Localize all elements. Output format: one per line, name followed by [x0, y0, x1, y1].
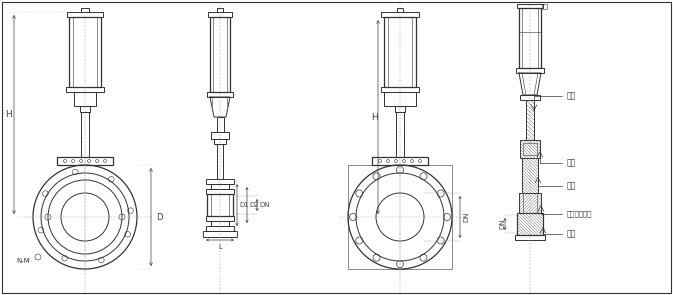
- Text: 密封圈硬密封: 密封圈硬密封: [567, 211, 592, 217]
- Bar: [207, 92, 233, 97]
- Bar: [522, 158, 538, 193]
- Bar: [520, 140, 540, 158]
- Bar: [69, 17, 101, 87]
- Bar: [206, 189, 234, 194]
- Text: N-M: N-M: [16, 258, 30, 264]
- Text: DN: DN: [499, 219, 505, 229]
- Bar: [395, 106, 405, 112]
- Text: 支架: 支架: [567, 159, 576, 168]
- Bar: [542, 4, 547, 9]
- Bar: [523, 143, 537, 155]
- Text: D2: D2: [249, 202, 258, 208]
- Bar: [517, 213, 543, 235]
- Bar: [203, 231, 237, 237]
- Text: 阀板: 阀板: [567, 181, 576, 190]
- Bar: [384, 92, 416, 106]
- Bar: [397, 8, 403, 12]
- Bar: [381, 12, 419, 17]
- Text: DN: DN: [463, 212, 469, 222]
- Text: 阀杆: 阀杆: [567, 91, 576, 101]
- Text: D: D: [156, 212, 162, 222]
- Bar: [520, 95, 540, 100]
- Text: L: L: [218, 244, 222, 250]
- Bar: [214, 139, 226, 144]
- Text: 阀体: 阀体: [567, 230, 576, 238]
- Text: H: H: [5, 110, 12, 119]
- Bar: [516, 68, 544, 73]
- Bar: [211, 221, 229, 226]
- Bar: [217, 8, 223, 12]
- Bar: [210, 17, 230, 92]
- Bar: [208, 12, 232, 17]
- Bar: [217, 144, 223, 179]
- Bar: [519, 8, 541, 68]
- Bar: [381, 87, 419, 92]
- Bar: [81, 112, 89, 157]
- Bar: [81, 8, 89, 12]
- Bar: [396, 112, 404, 157]
- Text: H: H: [371, 112, 378, 122]
- Bar: [348, 165, 452, 269]
- Bar: [206, 226, 234, 231]
- Bar: [217, 117, 223, 132]
- Bar: [66, 87, 104, 92]
- Bar: [517, 4, 543, 8]
- Bar: [206, 179, 234, 184]
- Bar: [80, 106, 90, 112]
- Bar: [372, 157, 428, 165]
- Bar: [57, 157, 113, 165]
- Bar: [384, 17, 416, 87]
- Text: D1: D1: [239, 202, 249, 208]
- Bar: [207, 194, 233, 216]
- Bar: [515, 235, 545, 240]
- Bar: [211, 132, 229, 139]
- Text: DN: DN: [259, 202, 269, 208]
- Bar: [526, 100, 534, 140]
- Bar: [67, 12, 103, 17]
- Bar: [519, 193, 541, 213]
- Bar: [211, 184, 229, 189]
- Bar: [206, 216, 234, 221]
- Bar: [74, 92, 96, 106]
